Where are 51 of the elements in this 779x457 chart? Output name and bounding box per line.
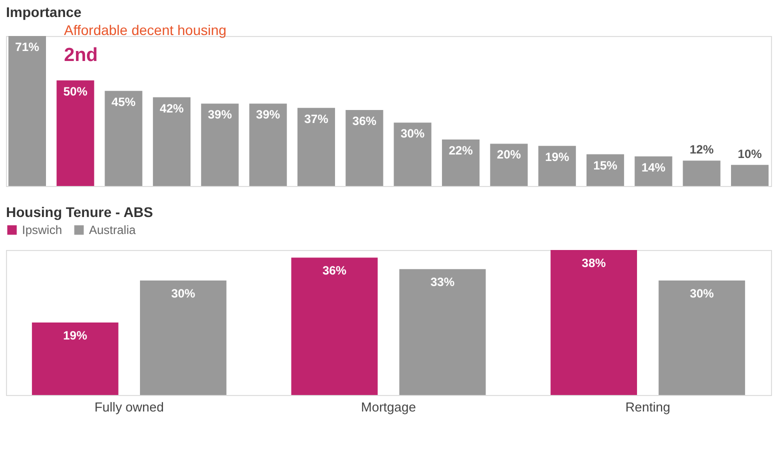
data-label: 50% [63, 84, 88, 98]
data-label: 22% [448, 144, 474, 158]
data-label: 12% [690, 142, 714, 157]
bar [291, 258, 378, 395]
data-label: 20% [496, 148, 522, 162]
data-label: 30% [171, 286, 196, 301]
data-label: 39% [208, 108, 232, 122]
data-label: 36% [352, 114, 377, 128]
bar [731, 164, 769, 186]
data-label: 33% [430, 275, 455, 290]
data-label: 36% [322, 264, 347, 278]
bar [394, 122, 432, 186]
bar [399, 269, 486, 395]
x-tick-label: Renting [625, 400, 670, 414]
bar [56, 80, 94, 186]
data-label: 30% [400, 126, 425, 141]
bar [490, 144, 528, 186]
bar [140, 280, 226, 395]
data-label: 42% [160, 101, 184, 116]
bar [104, 90, 142, 186]
bar [658, 280, 746, 395]
data-label: 30% [690, 286, 714, 301]
legend-label: Australia [89, 223, 136, 237]
bar [538, 146, 576, 186]
data-label: 39% [256, 108, 280, 122]
annotation: 2nd [64, 45, 98, 66]
annotation: Affordable decent housing [64, 22, 226, 38]
x-tick-label: Fully owned [94, 400, 164, 414]
chart-title: Importance [6, 4, 82, 20]
x-tick-label: Mortgage [361, 400, 416, 414]
data-label: 45% [112, 94, 136, 109]
bar [32, 322, 118, 395]
data-label: 37% [304, 112, 329, 126]
data-label: 14% [641, 160, 666, 174]
bar [550, 250, 638, 395]
data-label: 71% [15, 40, 40, 54]
legend-label: Ipswich [22, 223, 62, 237]
data-label: 38% [582, 256, 606, 270]
bar [249, 104, 287, 186]
bar [346, 110, 384, 186]
data-label: 15% [593, 158, 618, 172]
bar [8, 36, 46, 186]
data-label: 10% [738, 146, 762, 161]
bar [442, 140, 480, 186]
bar [297, 108, 336, 186]
data-label: 19% [545, 150, 570, 164]
bar [152, 97, 191, 186]
bar [682, 160, 720, 186]
data-label: 19% [63, 328, 88, 342]
chart-title: Housing Tenure - ABS [6, 204, 153, 220]
bar [201, 104, 239, 186]
